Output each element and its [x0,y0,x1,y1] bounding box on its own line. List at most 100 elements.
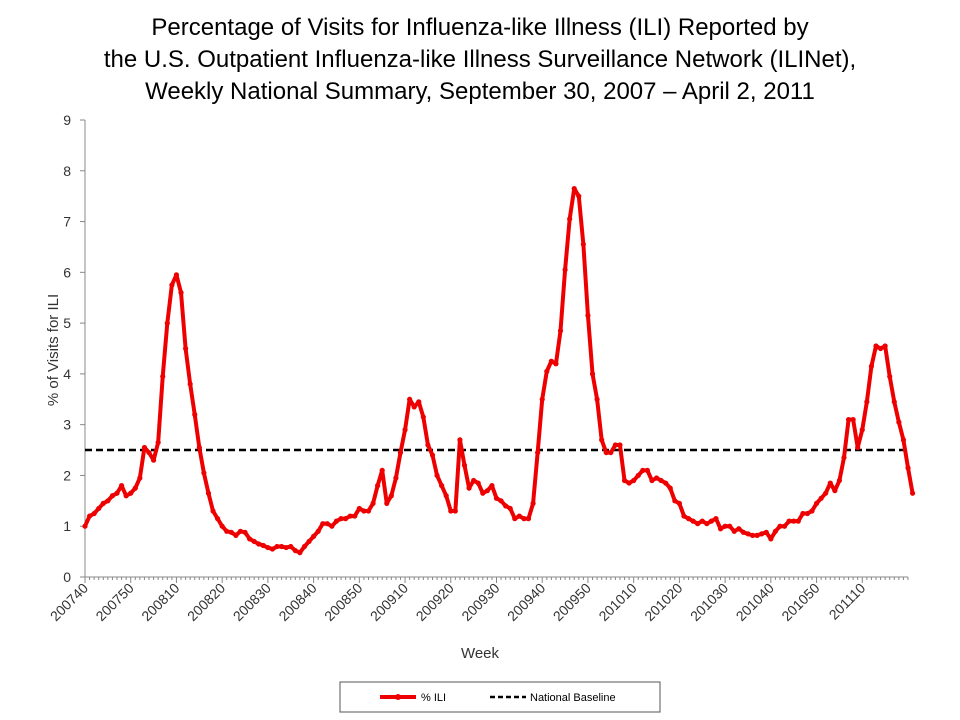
data-point [343,516,349,522]
data-point [233,532,239,538]
data-point [795,518,801,524]
data-point [845,416,852,423]
x-tick-label: 200750 [92,580,136,624]
data-point [594,396,600,402]
data-point [320,521,326,527]
data-point [877,345,884,352]
data-point [429,452,436,458]
data-point [306,538,312,545]
data-point [178,290,184,296]
x-tick-label: 200850 [321,580,365,624]
data-point [338,516,344,522]
y-tick-label: 6 [63,264,71,280]
x-tick-label: 200910 [367,580,411,624]
data-point [599,437,605,443]
data-point [530,500,536,506]
data-point [809,508,815,514]
data-point [585,312,591,319]
data-point [850,416,856,423]
legend-label: National Baseline [530,692,616,704]
data-point [219,523,225,529]
legend-label: % ILI [421,692,446,704]
data-point [402,427,408,433]
data-point [567,216,573,222]
data-point [557,328,564,334]
x-tick-label: 201050 [778,580,822,624]
data-point [521,516,527,522]
data-point [617,442,623,448]
data-point [82,523,88,529]
data-point [708,518,714,524]
x-tick-label: 201010 [595,580,639,624]
data-point [452,508,458,514]
data-point [539,396,545,402]
data-point [466,485,472,491]
data-point [242,529,248,535]
chart-title: Weekly National Summary, September 30, 2… [145,78,815,105]
data-point [525,516,532,522]
data-point [297,550,303,556]
data-point [274,543,280,550]
data-point [777,523,783,529]
data-point [425,442,431,448]
data-point [397,449,404,456]
data-point [279,543,285,550]
x-axis-label: Week [461,645,500,662]
data-point [160,373,166,380]
data-point [891,399,897,405]
x-tick-label: 200830 [230,580,274,624]
data-point [283,544,289,551]
data-point [576,193,582,199]
x-tick-label: 201020 [641,580,685,624]
data-point [118,483,125,489]
data-point [420,414,426,420]
data-point [644,467,650,473]
data-point [882,343,888,349]
data-point [667,485,673,491]
data-point [269,546,276,552]
data-point [288,543,294,550]
data-point [105,498,111,504]
data-point [141,444,148,451]
data-point [713,516,719,522]
chart-title: Percentage of Visits for Influenza-like … [151,14,808,41]
data-point [173,272,180,278]
y-tick-label: 4 [63,366,71,382]
data-point [676,500,682,506]
data-point [503,503,509,509]
data-point [210,508,216,514]
data-point [365,508,372,514]
data-point [361,508,367,514]
x-tick-label: 200740 [47,580,91,624]
y-axis-label: % of Visits for ILI [45,294,62,406]
data-point [841,455,847,461]
y-tick-label: 2 [63,467,71,483]
data-point [672,498,678,504]
data-point [333,518,340,524]
data-point [626,480,632,486]
y-tick-label: 3 [63,417,71,433]
data-point [832,488,838,494]
data-point [603,449,609,456]
data-point [434,472,440,479]
data-point [905,465,911,471]
data-point [260,542,266,549]
data-point [516,513,522,519]
data-point [704,521,710,527]
data-point [137,475,143,481]
data-point [228,529,234,535]
y-tick-label: 8 [63,163,71,179]
data-point [685,516,692,522]
data-point [114,490,120,496]
data-point [443,493,449,499]
data-point [836,477,843,484]
data-point [736,526,742,532]
data-point [416,399,422,405]
data-point [864,399,870,405]
x-tick-label: 200840 [275,580,319,624]
data-point [909,490,916,496]
data-point [379,467,385,473]
data-point [681,513,687,519]
data-point [813,500,820,506]
